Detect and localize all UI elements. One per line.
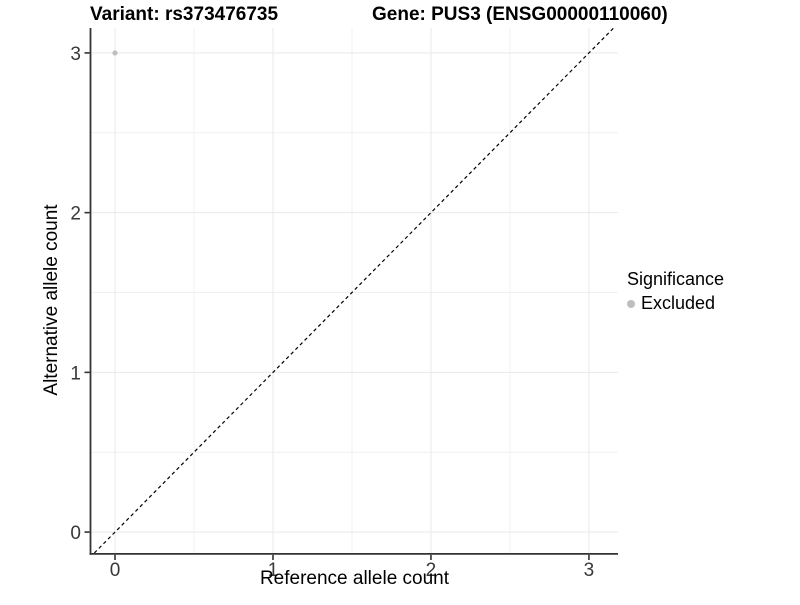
y-tick-label: 2: [70, 204, 81, 225]
x-tick-label: 3: [584, 560, 595, 581]
identity-line: [93, 27, 615, 554]
y-tick-label: 1: [70, 363, 81, 384]
x-tick-label: 2: [426, 560, 437, 581]
legend-item-label: Excluded: [641, 293, 716, 313]
x-tick-label: 1: [268, 560, 279, 581]
axis-lines: [89, 28, 618, 555]
legend-item-excluded: Excluded: [627, 293, 724, 314]
legend: Significance Excluded: [627, 268, 724, 314]
y-axis-label: Alternative allele count: [41, 204, 62, 396]
axis-tick-labels: 0 1 2 3 0 1 2 3: [70, 44, 594, 581]
data-point-excluded: [112, 50, 118, 56]
x-axis-label: Reference allele count: [259, 568, 450, 589]
grid-major-lines: [91, 28, 618, 553]
legend-title: Significance: [627, 269, 725, 289]
identity-reference-line: [93, 27, 615, 554]
plot-title-variant: Variant: rs373476735: [90, 4, 279, 25]
data-points: [112, 50, 118, 56]
legend-key-dot-icon: [627, 299, 635, 308]
plot-title-gene: Gene: PUS3 (ENSG00000110060): [372, 4, 668, 25]
axis-tick-marks: [84, 52, 590, 560]
x-tick-label: 0: [110, 560, 121, 581]
y-tick-label: 0: [70, 523, 81, 544]
grid-minor-lines: [91, 28, 618, 553]
y-tick-label: 3: [70, 44, 81, 65]
